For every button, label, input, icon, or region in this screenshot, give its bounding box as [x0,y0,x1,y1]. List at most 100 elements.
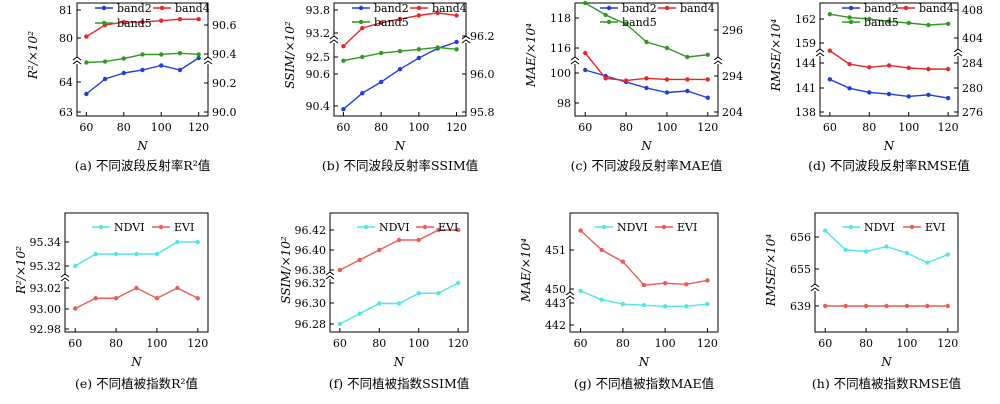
plot-frame [819,2,959,117]
data-point-band5 [644,39,649,45]
y-tick-label: 96.42 [295,224,327,237]
data-point-band5 [140,52,145,57]
legend-label-band2: band2 [117,2,152,15]
data-point-band5 [341,58,346,63]
data-point-band5 [159,52,164,57]
panel-4: 60 80 100 120 N 92.98 93.00 93.02 95.32 95.34R²/×… [14,212,209,391]
x-tick-label: 100 [896,337,917,350]
data-point-EVI [113,296,119,301]
data-point-band5 [886,19,892,24]
data-point-NDVI [416,291,421,296]
data-point-band2 [705,95,710,100]
plot-frame [333,2,467,117]
data-point-EVI [823,303,828,309]
data-point-band4 [827,48,833,53]
data-point-EVI [599,247,604,253]
axis-break-mark [325,271,335,280]
data-point-NDVI [705,301,710,307]
panel-caption: (b) 不同波段反射率SSIM值 [322,158,478,173]
y2-tick-label: 408 [962,4,983,17]
x-axis-label: N [638,355,650,369]
data-point-band4 [121,19,126,25]
data-point-band2 [886,91,892,97]
y2-tick-label: 90.4 [212,48,237,61]
series-line-EVI [339,229,459,271]
axis-break-mark [810,283,820,292]
data-point-band4 [847,62,852,67]
legend-marker-NDVI [848,224,854,230]
data-point-band5 [906,20,911,26]
y-axis-label: MAE/×10⁴ [524,23,538,88]
data-point-band2 [583,67,588,73]
data-point-band2 [84,91,89,97]
data-point-EVI [884,303,889,309]
data-point-EVI [904,303,910,309]
x-tick-label: 80 [372,337,386,350]
y-tick-label: 451 [545,244,566,257]
x-axis-label: N [130,355,142,369]
y-tick-label: 639 [790,300,811,313]
y-tick-label: 450 [545,283,566,296]
data-point-NDVI [884,244,889,249]
legend-label-band5: band5 [864,16,899,29]
x-tick-label: 100 [655,337,676,350]
x-tick-label: 60 [823,121,837,134]
y-tick-label: 81 [59,4,73,17]
series-NDVI [73,239,200,269]
y-tick-label: 141 [795,82,816,95]
plot-frame [569,212,719,333]
axis-break-mark [713,56,723,65]
panel-3: 60 80 100 120 N 138 141 144 159 162 276 280 284 404 40… [769,2,983,173]
data-point-band5 [705,52,710,57]
y-tick-label: 442 [545,319,566,332]
data-point-band2 [454,39,459,45]
legend-marker-band4 [159,5,165,11]
data-point-band4 [886,63,892,68]
data-point-NDVI [620,301,626,307]
legend-marker-NDVI [98,224,104,230]
data-point-band5 [583,0,588,6]
data-point-band5 [847,15,852,20]
data-point-band4 [416,13,422,18]
legend-label-band4: band4 [919,2,954,15]
x-tick-label: 80 [619,121,633,134]
data-point-band4 [159,18,164,23]
y-tick-label: 96.40 [295,244,327,257]
legend-marker-band2 [358,5,364,11]
data-point-band5 [664,45,670,51]
series-band5 [583,0,710,60]
legend-marker-EVI [661,224,667,230]
y2-tick-label: 96.0 [470,68,495,81]
data-point-EVI [620,259,626,264]
data-point-NDVI [925,260,930,265]
x-tick-label: 60 [818,337,832,350]
data-point-NDVI [357,311,362,316]
axis-break-mark [570,56,580,65]
y-tick-label: 655 [790,263,811,276]
data-point-EVI [93,296,98,301]
data-point-band4 [341,43,346,49]
data-point-band4 [644,76,649,81]
y-tick-label: 96.30 [295,297,327,310]
series-band2 [583,67,710,100]
panel-0: 60 80 100 120 N 63 64 80 81 90.0 90.2 90.4 90.6 R²/×1… [26,2,237,173]
x-tick-label: 100 [151,121,172,134]
x-tick-label: 60 [336,121,350,134]
y-tick-label: 144 [795,57,816,70]
y-tick-label: 92.98 [30,323,62,336]
data-point-band2 [378,79,384,85]
data-point-NDVI [578,288,583,294]
data-point-band2 [196,55,201,61]
y2-tick-label: 404 [962,32,983,45]
data-point-NDVI [396,301,402,306]
y-tick-label: 98 [557,97,571,110]
data-point-NDVI [73,263,78,269]
data-point-NDVI [863,249,869,254]
data-point-EVI [436,227,441,233]
legend-label-band5: band5 [622,16,657,29]
y2-tick-label: 90.2 [212,77,237,90]
x-axis-label: N [640,139,652,153]
legend-marker-band5 [848,19,854,25]
legend-label-band5: band5 [374,16,409,29]
